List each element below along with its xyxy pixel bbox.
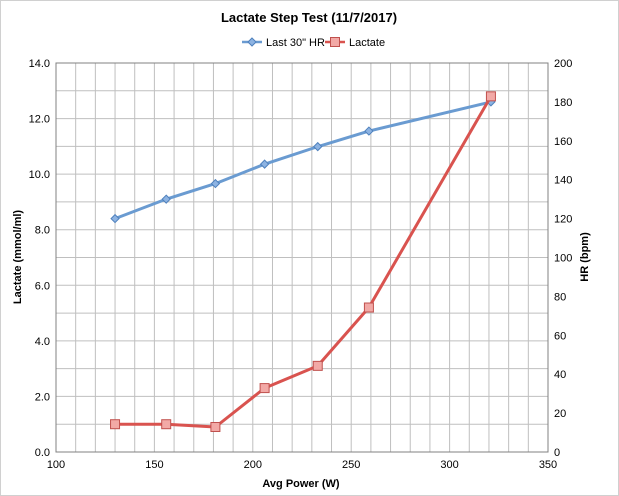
- y2-tick-label: 160: [554, 136, 572, 148]
- x-tick-label: 100: [47, 459, 65, 471]
- y-axis-label: Lactate (mmol/ml): [12, 210, 24, 304]
- data-point: [313, 141, 323, 152]
- y2-tick-label: 0: [554, 447, 560, 459]
- series-line: [114, 100, 492, 221]
- series-lactate: [110, 91, 496, 432]
- x-tick-label: 150: [145, 459, 163, 471]
- x-tick-label: 300: [440, 459, 458, 471]
- x-tick-label: 350: [539, 459, 557, 471]
- data-point: [259, 159, 270, 169]
- x-tick-label: 200: [244, 459, 262, 471]
- legend-item-hr: Last 30" HR: [242, 37, 325, 49]
- data-point: [161, 194, 171, 204]
- y-tick-label: 14.0: [29, 58, 50, 70]
- y-tick-label: 10.0: [29, 169, 50, 181]
- x-tick-label: 250: [342, 459, 360, 471]
- y2-tick-label: 20: [554, 408, 566, 420]
- data-point: [312, 360, 323, 371]
- plot-area: [55, 62, 549, 453]
- y2-tick-label: 60: [554, 330, 566, 342]
- y-tick-label: 8.0: [35, 225, 50, 237]
- x-axis-label: Avg Power (W): [262, 478, 340, 490]
- y2-tick-label: 180: [554, 97, 572, 109]
- y-tick-label: 0.0: [35, 447, 50, 459]
- data-point: [110, 419, 121, 430]
- y-tick-label: 6.0: [35, 280, 50, 292]
- series-layer: [110, 91, 496, 432]
- legend-lactate-marker: [330, 37, 340, 47]
- axis-ticks: 100 150 200 250 300 3500.02.04.06.08.010.012.…: [29, 58, 573, 471]
- data-point: [363, 302, 374, 313]
- legend-item-lactate: Lactate: [325, 37, 385, 49]
- y-tick-label: 12.0: [29, 114, 50, 126]
- legend: Last 30" HR Lactate: [242, 37, 385, 49]
- chart-title: Lactate Step Test (11/7/2017): [221, 10, 397, 25]
- data-point: [210, 421, 221, 432]
- data-point: [259, 383, 270, 394]
- legend-hr-marker: [247, 37, 257, 47]
- y2-tick-label: 120: [554, 214, 572, 226]
- y2-tick-label: 140: [554, 175, 572, 187]
- data-point: [485, 91, 496, 102]
- y2-tick-label: 200: [554, 58, 572, 70]
- y2-axis-label: HR (bpm): [579, 232, 591, 282]
- y-tick-label: 4.0: [35, 336, 50, 348]
- data-point: [161, 419, 172, 430]
- y2-tick-label: 80: [554, 291, 566, 303]
- grid-lines: [55, 62, 549, 453]
- data-point: [210, 178, 221, 189]
- series-hr: [110, 97, 496, 224]
- data-point: [364, 126, 374, 136]
- y2-tick-label: 100: [554, 253, 572, 265]
- legend-hr-label: Last 30" HR: [266, 37, 325, 49]
- y-tick-label: 2.0: [35, 391, 50, 403]
- y2-tick-label: 40: [554, 369, 566, 381]
- data-point: [110, 213, 120, 224]
- legend-lactate-label: Lactate: [349, 37, 385, 49]
